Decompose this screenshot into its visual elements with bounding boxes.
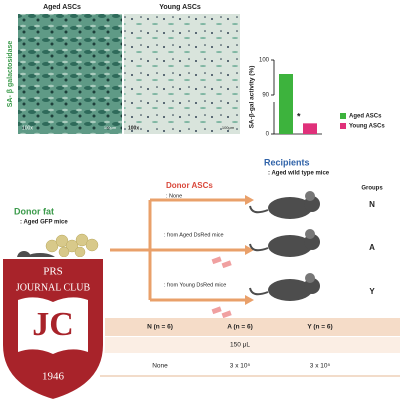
group: N (369, 200, 375, 209)
legend-label: Young ASCs (349, 124, 385, 130)
table-header: A (n = 6) (227, 324, 253, 331)
branch-label: : None (166, 193, 182, 199)
logo-initials: JC (32, 306, 74, 343)
donor-ascs: Donor ASCs (166, 181, 213, 190)
logo-book (18, 297, 88, 354)
legend-swatch (340, 123, 346, 129)
branch-label: : from Aged DsRed mice (164, 232, 224, 238)
table-cell: 3 x 10⁵ (310, 363, 331, 370)
branch-arrows (110, 198, 245, 302)
bar (279, 74, 293, 134)
aged-scale: 100μm (104, 125, 117, 130)
group: Y (369, 287, 375, 296)
group: A (369, 243, 375, 252)
fat-tissue (45, 233, 99, 258)
logo-year: 1946 (42, 371, 65, 383)
table-cell: 3 x 10⁵ (230, 363, 251, 370)
table-cell: None (152, 363, 168, 370)
y-tick-label: 90 (262, 93, 269, 99)
young-mag: 100x (128, 125, 139, 131)
legend-label: Aged ASCs (349, 114, 382, 120)
table-cell: 150 μL (230, 342, 250, 349)
aged-title: Aged ASCs (43, 4, 81, 11)
y-tick-label: 100 (259, 58, 270, 64)
groups-title: Groups (361, 186, 383, 192)
donor-fat: Donor fat (14, 206, 54, 216)
young-title: Young ASCs (159, 4, 201, 11)
table-volume-bg (100, 337, 400, 353)
branch-label: : from Young DsRed mice (164, 282, 226, 288)
young-scale: 100μm (222, 125, 235, 130)
arrowheads (245, 195, 254, 305)
aged-micrograph (18, 14, 122, 134)
logo-name: JOURNAL CLUB (16, 282, 91, 293)
table-header: Y (n = 6) (307, 324, 332, 331)
annotation: * (297, 112, 301, 122)
young-micrograph (124, 14, 240, 134)
y-tick-label: 0 (266, 132, 270, 138)
table-header: N (n = 6) (147, 324, 173, 331)
y-axis-label: SA-β-gal activity (%) (249, 66, 256, 129)
aged-mag: 100x (22, 125, 33, 131)
legend-swatch (340, 113, 346, 119)
recipients: Recipients (264, 157, 310, 167)
logo-top: PRS (43, 266, 63, 278)
recipients-sub: : Aged wild type mice (268, 171, 330, 177)
table-header-bg (100, 318, 400, 336)
stain-label: SA- β galactosidase (7, 41, 14, 108)
donor-fat-sub: : Aged GFP mice (20, 220, 68, 226)
bar (303, 123, 317, 134)
dishes (211, 256, 232, 319)
